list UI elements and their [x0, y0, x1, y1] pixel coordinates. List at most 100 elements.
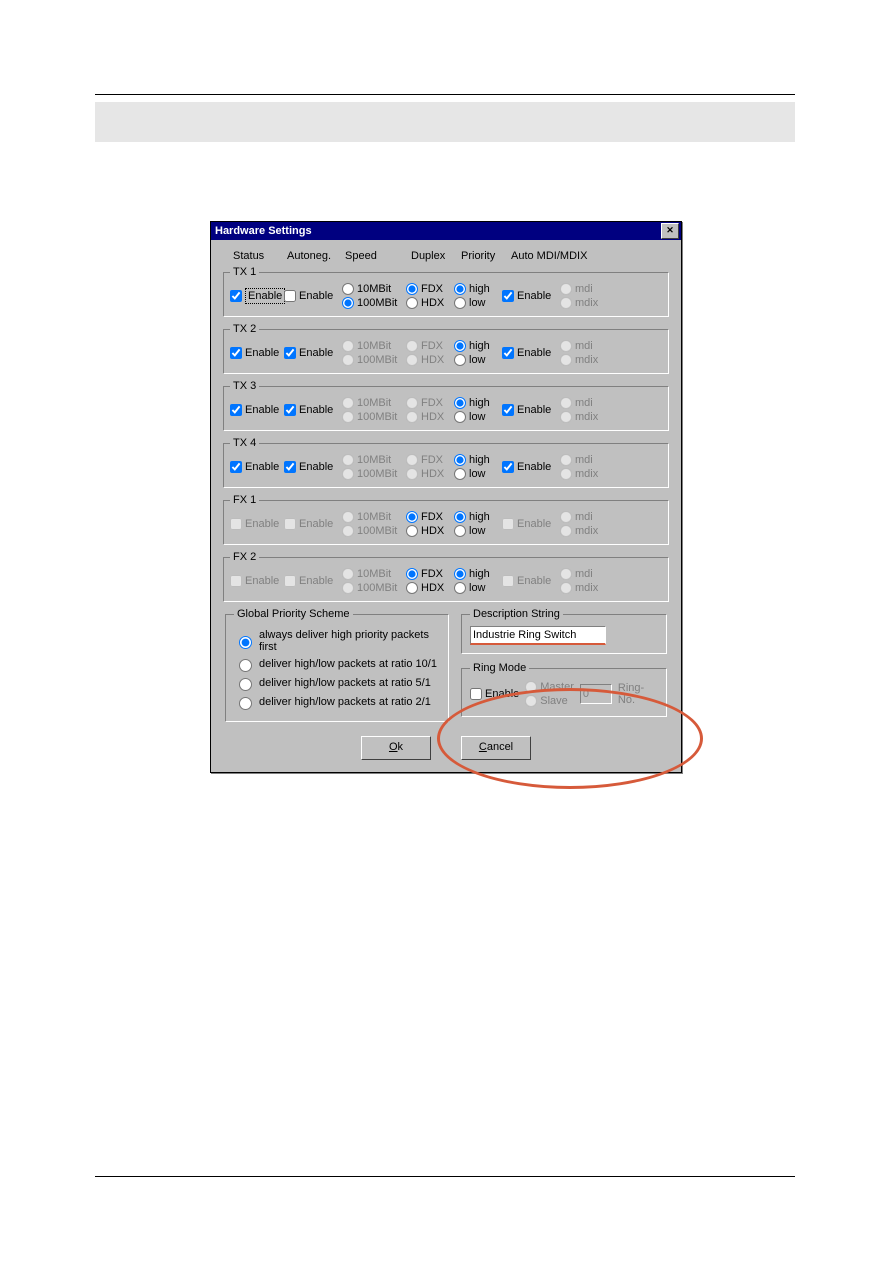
dialog-title: Hardware Settings [215, 225, 312, 237]
duplex-fdx-radio: FDX [406, 453, 454, 467]
mdi-radio: mdi [560, 510, 610, 524]
duplex-fdx-radio: FDX [406, 396, 454, 410]
duplex-hdx-radio: HDX [406, 467, 454, 481]
automdi-enable-checkbox[interactable]: Enable [502, 460, 560, 474]
port-legend: FX 1 [230, 494, 259, 506]
port-group-tx4: TX 4 Enable Enable 10MBit 100MBit FDX HD… [223, 437, 669, 488]
speed-10-radio: 10MBit [342, 510, 406, 524]
priority-low-radio[interactable]: low [454, 524, 502, 538]
column-headers: Status Autoneg. Speed Duplex Priority Au… [223, 250, 669, 262]
gps-option-1[interactable]: deliver high/low packets at ratio 10/1 [234, 656, 440, 672]
top-rule [95, 94, 795, 95]
speed-100-radio: 100MBit [342, 524, 406, 538]
titlebar: Hardware Settings ✕ [211, 222, 681, 240]
header-duplex: Duplex [411, 250, 461, 262]
header-automdi: Auto MDI/MDIX [511, 250, 601, 262]
port-legend: TX 3 [230, 380, 259, 392]
mdix-radio: mdix [560, 467, 610, 481]
port-group-tx2: TX 2 Enable Enable 10MBit 100MBit FDX HD… [223, 323, 669, 374]
header-band [95, 102, 795, 142]
gps-option-3[interactable]: deliver high/low packets at ratio 2/1 [234, 694, 440, 710]
priority-low-radio[interactable]: low [454, 581, 502, 595]
priority-low-radio[interactable]: low [454, 410, 502, 424]
priority-low-radio[interactable]: low [454, 353, 502, 367]
ring-legend: Ring Mode [470, 662, 529, 674]
priority-high-radio[interactable]: high [454, 453, 502, 467]
speed-100-radio: 100MBit [342, 353, 406, 367]
duplex-hdx-radio: HDX [406, 353, 454, 367]
duplex-hdx-radio[interactable]: HDX [406, 581, 454, 595]
autoneg-enable-checkbox: Enable [284, 574, 342, 588]
status-enable-checkbox[interactable]: Enable [230, 460, 284, 474]
duplex-fdx-radio: FDX [406, 339, 454, 353]
speed-10-radio[interactable]: 10MBit [342, 282, 406, 296]
autoneg-enable-checkbox[interactable]: Enable [284, 346, 342, 360]
speed-10-radio: 10MBit [342, 396, 406, 410]
ring-no-field [580, 684, 612, 704]
mdix-radio: mdix [560, 410, 610, 424]
autoneg-enable-checkbox[interactable]: Enable [284, 289, 342, 303]
priority-high-radio[interactable]: high [454, 282, 502, 296]
mdi-radio: mdi [560, 282, 610, 296]
priority-high-radio[interactable]: high [454, 510, 502, 524]
port-group-tx1: TX 1 Enable Enable 10MBit 100MBit FDX HD… [223, 266, 669, 317]
speed-100-radio[interactable]: 100MBit [342, 296, 406, 310]
close-icon[interactable]: ✕ [661, 223, 679, 239]
status-enable-checkbox[interactable]: Enable [230, 288, 284, 304]
header-status: Status [233, 250, 287, 262]
mdix-radio: mdix [560, 524, 610, 538]
status-enable-checkbox: Enable [230, 574, 284, 588]
speed-100-radio: 100MBit [342, 410, 406, 424]
cancel-button[interactable]: Cancel [461, 736, 531, 760]
duplex-fdx-radio[interactable]: FDX [406, 567, 454, 581]
port-group-fx1: FX 1 Enable Enable 10MBit 100MBit FDX HD… [223, 494, 669, 545]
gps-option-0[interactable]: always deliver high priority packets fir… [234, 629, 440, 653]
speed-10-radio: 10MBit [342, 453, 406, 467]
speed-10-radio: 10MBit [342, 567, 406, 581]
priority-low-radio[interactable]: low [454, 467, 502, 481]
ok-button[interactable]: Ok [361, 736, 431, 760]
global-priority-scheme-group: Global Priority Scheme always deliver hi… [225, 608, 449, 722]
header-priority: Priority [461, 250, 511, 262]
gps-option-2[interactable]: deliver high/low packets at ratio 5/1 [234, 675, 440, 691]
port-legend: TX 2 [230, 323, 259, 335]
duplex-hdx-radio[interactable]: HDX [406, 524, 454, 538]
autoneg-enable-checkbox: Enable [284, 517, 342, 531]
automdi-enable-checkbox: Enable [502, 517, 560, 531]
priority-high-radio[interactable]: high [454, 567, 502, 581]
hardware-settings-dialog: Hardware Settings ✕ Status Autoneg. Spee… [210, 221, 682, 773]
speed-10-radio: 10MBit [342, 339, 406, 353]
mdi-radio: mdi [560, 339, 610, 353]
priority-high-radio[interactable]: high [454, 396, 502, 410]
mdi-radio: mdi [560, 567, 610, 581]
status-enable-checkbox: Enable [230, 517, 284, 531]
autoneg-enable-checkbox[interactable]: Enable [284, 460, 342, 474]
duplex-hdx-radio[interactable]: HDX [406, 296, 454, 310]
ring-enable-checkbox[interactable]: Enable [470, 687, 519, 701]
ring-mode-group: Ring Mode Enable Master Slave [461, 662, 667, 717]
mdix-radio: mdix [560, 581, 610, 595]
automdi-enable-checkbox[interactable]: Enable [502, 289, 560, 303]
port-legend: TX 1 [230, 266, 259, 278]
mdi-radio: mdi [560, 396, 610, 410]
duplex-fdx-radio[interactable]: FDX [406, 510, 454, 524]
desc-legend: Description String [470, 608, 563, 620]
duplex-hdx-radio: HDX [406, 410, 454, 424]
ring-slave-radio: Slave [525, 694, 574, 708]
priority-low-radio[interactable]: low [454, 296, 502, 310]
header-speed: Speed [345, 250, 411, 262]
automdi-enable-checkbox[interactable]: Enable [502, 403, 560, 417]
port-group-tx3: TX 3 Enable Enable 10MBit 100MBit FDX HD… [223, 380, 669, 431]
duplex-fdx-radio[interactable]: FDX [406, 282, 454, 296]
status-enable-checkbox[interactable]: Enable [230, 403, 284, 417]
description-input[interactable] [470, 626, 606, 645]
autoneg-enable-checkbox[interactable]: Enable [284, 403, 342, 417]
speed-100-radio: 100MBit [342, 467, 406, 481]
speed-100-radio: 100MBit [342, 581, 406, 595]
status-enable-checkbox[interactable]: Enable [230, 346, 284, 360]
automdi-enable-checkbox[interactable]: Enable [502, 346, 560, 360]
port-legend: TX 4 [230, 437, 259, 449]
header-autoneg: Autoneg. [287, 250, 345, 262]
description-string-group: Description String [461, 608, 667, 654]
priority-high-radio[interactable]: high [454, 339, 502, 353]
